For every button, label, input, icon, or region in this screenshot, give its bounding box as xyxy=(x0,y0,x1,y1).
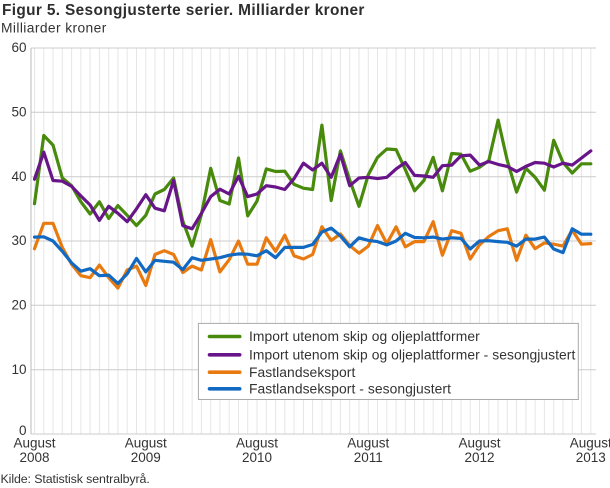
svg-text:Kilde: Statistisk sentralbyrå.: Kilde: Statistisk sentralbyrå. xyxy=(1,472,150,486)
svg-text:2013: 2013 xyxy=(576,450,606,465)
svg-text:2010: 2010 xyxy=(242,450,272,465)
svg-text:Fastlandseksport - sesongjuste: Fastlandseksport - sesongjustert xyxy=(249,380,451,396)
svg-text:Import utenom skip og oljeplat: Import utenom skip og oljeplattformer - … xyxy=(249,346,575,362)
svg-text:60: 60 xyxy=(11,40,26,55)
svg-text:Milliarder kroner: Milliarder kroner xyxy=(1,21,107,36)
svg-text:2012: 2012 xyxy=(464,450,494,465)
svg-text:2009: 2009 xyxy=(131,450,161,465)
svg-text:30: 30 xyxy=(11,233,26,248)
svg-text:40: 40 xyxy=(11,169,26,184)
svg-text:2008: 2008 xyxy=(19,450,49,465)
svg-text:August: August xyxy=(13,436,55,451)
svg-text:2011: 2011 xyxy=(354,450,383,465)
svg-text:August: August xyxy=(236,436,278,451)
svg-text:August: August xyxy=(125,436,167,451)
svg-text:August: August xyxy=(458,436,500,451)
svg-text:Fastlandseksport: Fastlandseksport xyxy=(249,364,355,380)
svg-text:August: August xyxy=(347,436,389,451)
svg-text:50: 50 xyxy=(11,105,26,120)
svg-text:Figur 5. Sesongjusterte serier: Figur 5. Sesongjusterte serier. Milliard… xyxy=(2,2,365,19)
svg-text:0: 0 xyxy=(19,423,27,438)
svg-text:20: 20 xyxy=(11,298,26,313)
svg-text:August: August xyxy=(570,436,610,451)
svg-text:Import utenom skip og oljeplat: Import utenom skip og oljeplattformer xyxy=(249,328,480,344)
svg-text:10: 10 xyxy=(11,362,26,377)
